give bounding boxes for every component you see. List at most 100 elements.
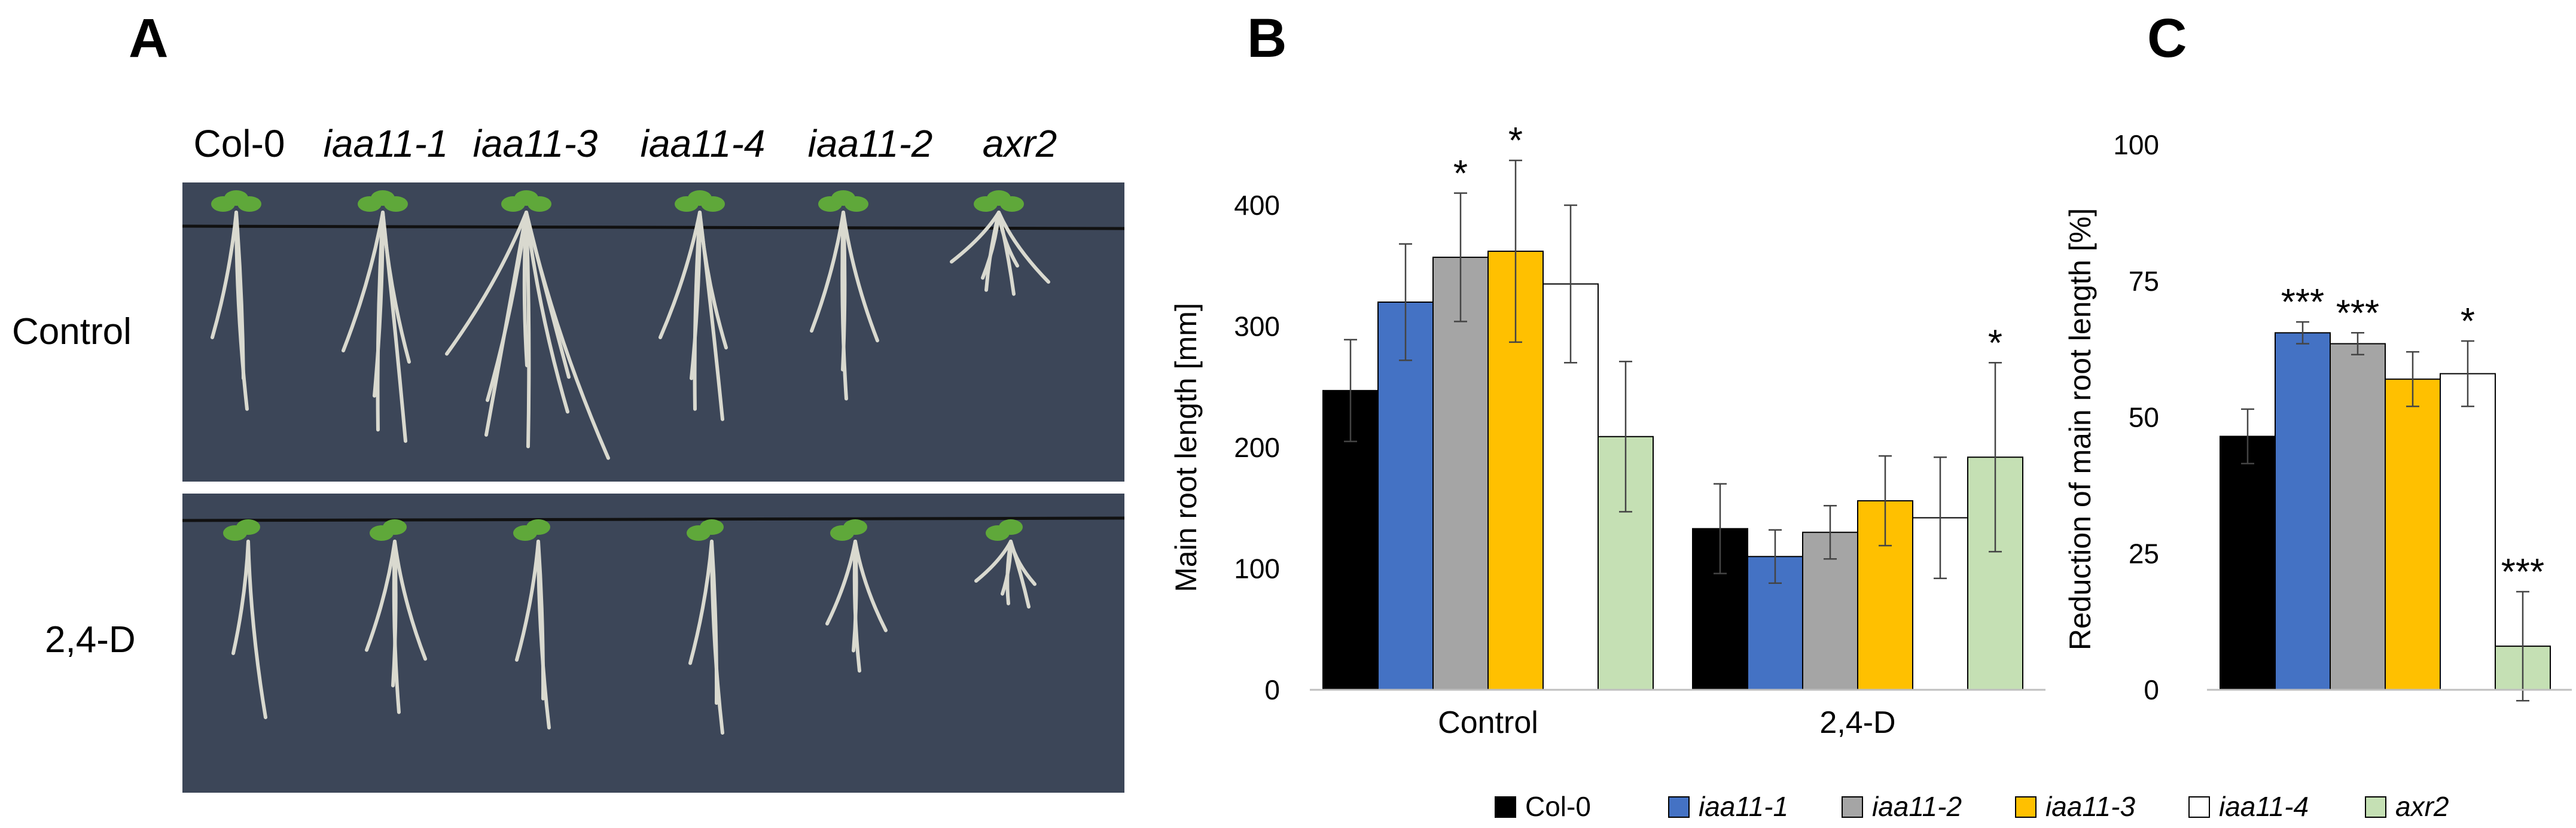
root [997, 211, 1016, 296]
y-tick-label: 200 [1234, 432, 1280, 463]
x-category-label: 2,4-D [1819, 705, 1895, 740]
significance-marker: * [2461, 301, 2475, 342]
seedling [445, 190, 610, 460]
bars: * * * [1322, 120, 2023, 691]
leaf [526, 519, 550, 535]
legend-item: Col-0 [1495, 791, 1591, 822]
significance-marker: * [1508, 120, 1523, 162]
row-label-control: Control [12, 311, 132, 352]
root [525, 211, 569, 414]
root [842, 211, 879, 343]
root [536, 540, 545, 701]
y-tick-label: 300 [1234, 311, 1280, 342]
bar [1967, 456, 2023, 690]
panel-letter-b: B [1247, 8, 1287, 69]
seedling [513, 519, 551, 730]
root [391, 540, 398, 687]
root [950, 211, 1001, 264]
panel-letter-c: C [2147, 8, 2187, 69]
genotype-label: iaa11-3 [473, 122, 598, 165]
legend-item: iaa11-4 [2188, 791, 2309, 822]
bar [2275, 332, 2331, 690]
root [373, 211, 385, 398]
panel-letter-a: A [129, 8, 168, 69]
category-labels: Control 2,4-D [1438, 705, 1895, 740]
genotype-label: iaa11-4 [641, 122, 766, 165]
y-axis-label: Main root length [mm] [1169, 303, 1203, 592]
chart-c: Reduction of main root length [%] 0 25 50 7… [2063, 129, 2572, 705]
seedling-photo-panel: Col-0 iaa11-1 iaa11-3 iaa11-4 iaa11-2 axr2 Co… [12, 122, 1125, 793]
genotype-labels: Col-0 iaa11-1 iaa11-3 iaa11-4 iaa11-2 axr2 [194, 122, 1057, 165]
legend-label: axr2 [2395, 791, 2449, 822]
y-tick-label: 50 [2129, 402, 2159, 433]
genotype-label: iaa11-1 [324, 122, 449, 165]
root [342, 211, 385, 352]
leaf [236, 519, 260, 535]
bar [2220, 436, 2276, 690]
y-tick-label: 100 [2113, 129, 2159, 160]
legend-label: iaa11-2 [1872, 791, 1962, 822]
significance-marker: * [1453, 153, 1468, 194]
bars: *** *** **** [2220, 282, 2551, 702]
root [853, 540, 888, 632]
bar [2330, 343, 2386, 690]
y-axis-label: Reduction of main root length [%] [2063, 208, 2097, 650]
legend-item: iaa11-3 [2015, 791, 2135, 822]
seedling [950, 190, 1050, 296]
seedlings [211, 190, 1050, 735]
legend-label: Col-0 [1525, 791, 1591, 822]
genotype-label: axr2 [983, 122, 1057, 165]
leaf [843, 519, 867, 535]
leaf [384, 196, 408, 212]
legend-item: iaa11-2 [1842, 791, 1962, 822]
root [690, 211, 702, 380]
plate-edge-line [182, 224, 1125, 230]
legend-label: iaa11-3 [2045, 791, 2135, 822]
genotype-label: Col-0 [194, 122, 285, 165]
y-tick-label: 75 [2129, 266, 2159, 297]
legend-swatch [2188, 796, 2210, 818]
root [234, 211, 245, 380]
genotype-label: iaa11-2 [808, 122, 933, 165]
seedling [810, 190, 879, 401]
plate-edge-line [182, 516, 1125, 522]
bar [2385, 378, 2441, 690]
bar [2440, 373, 2496, 690]
y-axis-ticks: 0 25 50 75 100 [2113, 129, 2159, 705]
seedling [687, 519, 724, 735]
legend-swatch [1842, 796, 1863, 818]
legend-swatch [1668, 796, 1690, 818]
legend-item: iaa11-1 [1668, 791, 1788, 822]
significance-marker: *** [2501, 552, 2544, 593]
y-tick-label: 0 [2144, 674, 2159, 705]
root [698, 211, 724, 421]
y-axis-ticks: 0 100 200 300 400 [1234, 190, 1280, 705]
root [381, 211, 407, 443]
y-tick-label: 400 [1234, 190, 1280, 221]
leaf [701, 196, 725, 212]
seedling [825, 519, 888, 673]
chart-b: Main root length [mm] 0 100 200 300 400 * ** … [1169, 120, 2045, 740]
root [852, 540, 858, 653]
root [997, 211, 1050, 284]
root [445, 211, 528, 356]
root [246, 540, 267, 720]
x-category-label: Control [1438, 705, 1538, 740]
seedling [342, 190, 411, 443]
legend-swatch [2365, 796, 2386, 818]
root [710, 540, 719, 705]
root [525, 211, 531, 449]
root [393, 540, 427, 661]
seedling [974, 519, 1037, 609]
root [810, 211, 845, 333]
leaf [845, 196, 868, 212]
y-tick-label: 0 [1264, 674, 1280, 705]
legend: Col-0 iaa11-1 iaa11-2 iaa11-3 iaa11-4 axr2 [1495, 791, 2449, 822]
treatment-plate-photo [182, 494, 1124, 793]
leaf [1000, 196, 1024, 212]
root [1009, 540, 1031, 609]
seedling [223, 519, 267, 720]
root [659, 211, 702, 339]
seedling [211, 190, 261, 411]
